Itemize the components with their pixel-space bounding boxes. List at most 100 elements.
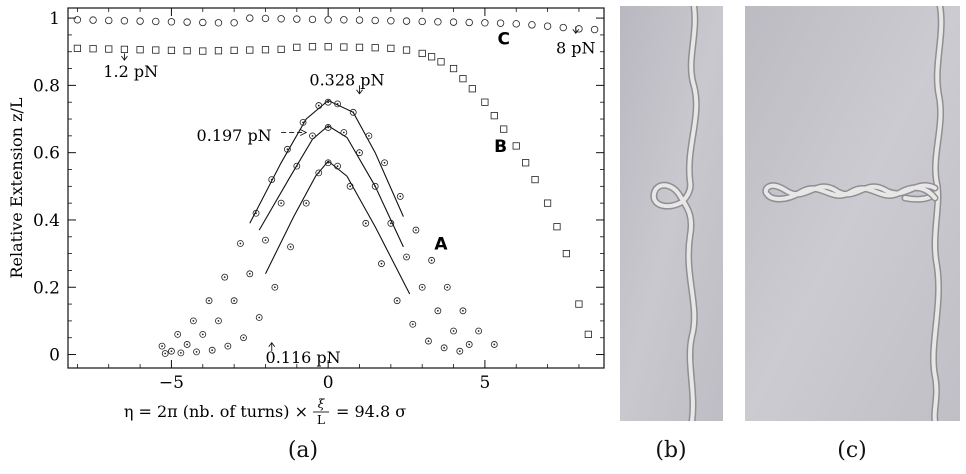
point-C [465,18,473,27]
point-B [183,47,191,55]
point-B [340,43,348,51]
point-center-0.197-pN [264,239,267,242]
photo-b-tube-loop [620,6,723,421]
point-0.328-pN [349,108,357,116]
point-B [459,75,467,83]
point-center-0.197-pN [170,350,173,353]
point-0.328-pN [189,317,197,325]
point-C [449,18,458,26]
point-0.328-pN [459,307,467,315]
point-0.116-pN [193,348,200,356]
point-B [490,112,498,120]
point-C [387,17,395,25]
point-B [481,98,489,106]
point-center-0.116-pN [396,299,399,302]
x-tick-label: 0 [323,373,334,393]
point-C [496,19,505,27]
point-C [512,20,520,28]
y-tick-label: 0.8 [33,76,60,96]
point-center-0.328-pN [430,259,433,262]
curve-label-B: B [494,137,507,157]
point-center-0.116-pN [273,286,276,289]
fit-line-0 [249,99,404,224]
point-center-0.328-pN [161,345,163,348]
point-B [575,300,583,308]
point-0.197-pN [465,341,473,348]
point-0.328-pN [174,330,182,338]
annotation-label: 0.197 pN [197,126,272,145]
y-axis-label: Relative Extension z/L [7,97,26,278]
point-C [136,17,144,25]
point-0.116-pN [324,159,332,167]
point-C [434,18,442,26]
x-axis-label-fraction-top: ξ [318,397,326,411]
x-axis-label-suffix: = 94.8 σ [336,402,406,421]
point-center-0.116-pN [211,349,214,352]
point-0.328-pN [299,118,307,126]
point-B [105,45,113,53]
point-0.328-pN [252,209,260,217]
point-0.116-pN [287,243,294,251]
point-0.116-pN [346,182,354,190]
point-center-0.197-pN [248,272,251,275]
x-tick-label: −5 [159,373,184,393]
point-B [136,46,144,54]
point-0.197-pN [324,124,332,131]
point-B [230,46,238,54]
point-0.116-pN [271,283,279,291]
point-center-0.197-pN [389,222,392,225]
point-center-0.328-pN [302,121,304,124]
point-center-0.197-pN [327,126,330,129]
point-0.197-pN [262,236,269,244]
point-center-0.328-pN [176,333,179,336]
point-C [246,14,254,22]
point-0.197-pN [309,132,316,140]
point-0.328-pN [490,341,498,348]
point-center-0.197-pN [280,202,283,205]
point-C [528,21,536,29]
point-0.328-pN [412,226,420,234]
point-B [261,46,270,54]
point-center-0.116-pN [317,171,320,174]
annotation-arrowhead [268,342,276,348]
point-0.116-pN [456,347,464,355]
point-B [246,46,254,54]
point-0.116-pN [425,337,432,345]
point-center-0.197-pN [295,165,298,168]
point-C [355,16,364,24]
point-0.328-pN [324,98,332,106]
point-0.116-pN [302,199,310,207]
point-center-0.197-pN [342,131,345,134]
point-center-0.197-pN [358,151,361,154]
point-center-0.116-pN [336,165,339,168]
point-C [575,25,583,33]
point-center-0.328-pN [399,195,402,198]
annotation-arrowhead [300,129,308,136]
annotation-arrowhead [356,89,363,95]
point-B [371,44,379,52]
point-B [387,44,395,52]
point-center-0.197-pN [452,330,455,332]
point-C [481,19,489,27]
point-B [89,45,97,53]
point-0.197-pN [277,199,285,207]
point-0.197-pN [418,283,426,291]
point-B [468,85,476,93]
point-center-0.197-pN [405,256,408,258]
point-C [167,18,176,26]
point-0.197-pN [387,219,395,227]
point-center-0.328-pN [383,161,386,164]
point-0.116-pN [177,349,185,357]
plot-area: −5 0 5 0 0.2 0.4 0.6 0.8 1 Relative Extension z/L… [7,7,605,427]
point-center-0.328-pN [192,319,195,322]
fit-line-2 [265,160,411,295]
point-center-0.116-pN [226,345,229,348]
annotation-label: 0.116 pN [266,348,341,367]
point-center-0.328-pN [223,276,226,279]
point-C [230,19,238,27]
point-B [553,223,561,231]
point-0.197-pN [356,149,363,157]
point-center-0.197-pN [374,185,377,188]
point-B [73,44,82,52]
